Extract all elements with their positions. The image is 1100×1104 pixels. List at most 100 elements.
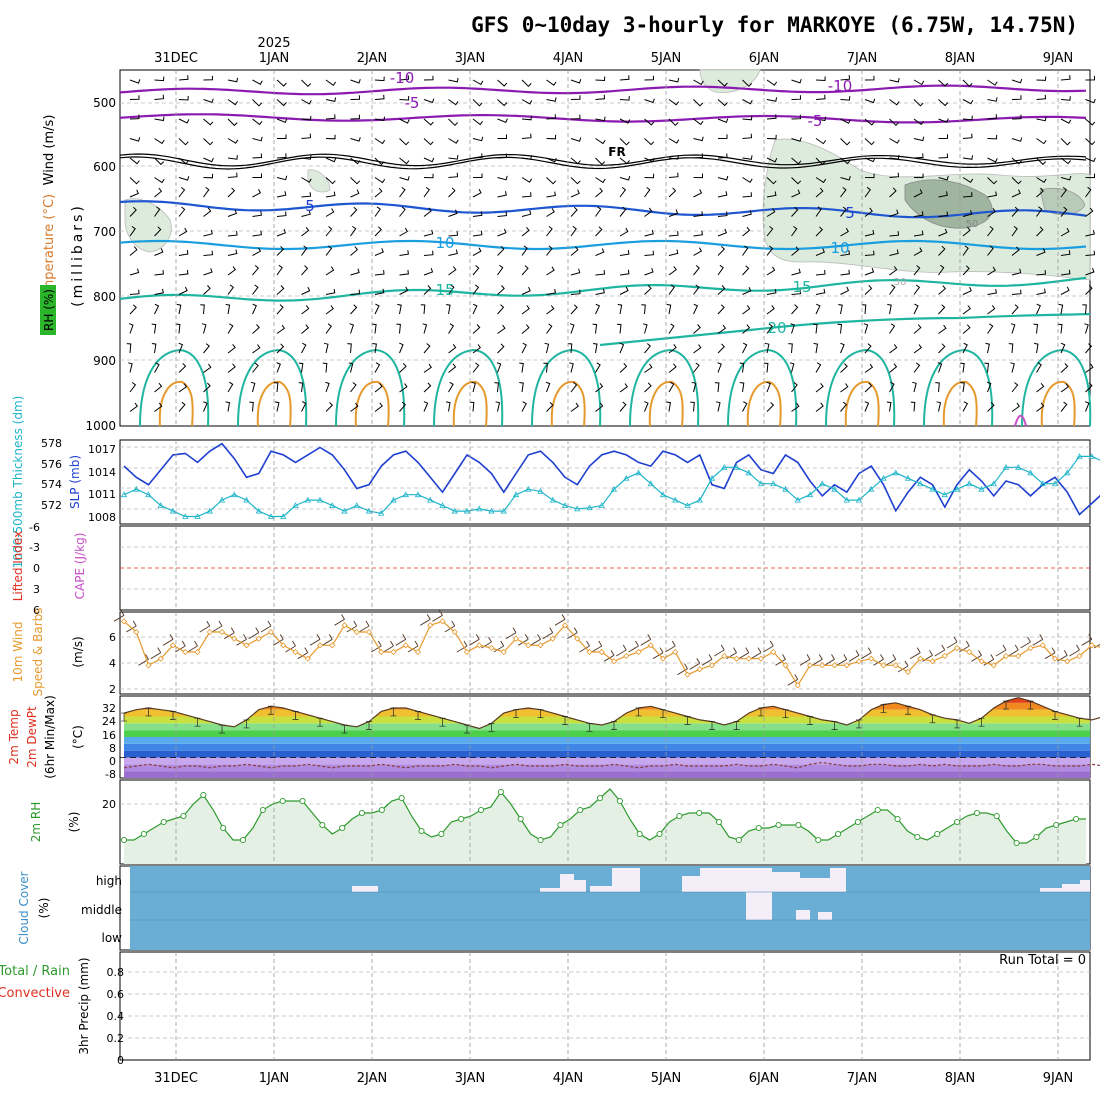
upper-wind-barb bbox=[1036, 116, 1047, 122]
date-labels: 31DEC 31DEC 1JAN 1JAN 2JAN 2JAN 3JAN 3JAN 4JAN 4J… bbox=[154, 51, 1073, 1086]
upper-wind-barb bbox=[668, 118, 679, 127]
upper-wind-barb bbox=[1085, 98, 1096, 104]
temp-minmax-bar bbox=[1003, 700, 1009, 710]
wind10m-barb bbox=[505, 627, 517, 640]
upper-wind-barb bbox=[567, 343, 573, 354]
upper-wind-barb bbox=[301, 99, 312, 105]
thickness-point bbox=[770, 480, 777, 487]
upper-wind-barb bbox=[864, 343, 872, 354]
wind10m-speed-point bbox=[316, 642, 324, 649]
upper-wind-barb bbox=[349, 323, 355, 334]
upper-wind-barb bbox=[546, 157, 557, 163]
temp-band bbox=[124, 750, 1090, 758]
upper-wind-barb bbox=[987, 289, 997, 295]
contour-freezing-a bbox=[119, 153, 1087, 167]
upper-wind-barb bbox=[717, 99, 728, 107]
wind10m-barb bbox=[713, 644, 725, 657]
contour-temp-35 bbox=[1014, 414, 1027, 427]
upper-wind-barb bbox=[154, 269, 164, 276]
upper-wind-barb bbox=[521, 401, 527, 412]
upper-wind-barb bbox=[595, 116, 606, 122]
wind10m-barb bbox=[1044, 647, 1056, 660]
thickness-point bbox=[1051, 480, 1059, 487]
panel-slp-thickness bbox=[119, 439, 1091, 525]
upper-wind-barb bbox=[448, 249, 458, 256]
rh-point bbox=[239, 836, 247, 844]
wind10m-speed-point bbox=[120, 618, 128, 625]
wind10m-barb bbox=[1081, 634, 1093, 646]
wind-tick-2: 2 bbox=[109, 683, 116, 696]
slp-tick-1011: 1011 bbox=[88, 488, 116, 501]
wind10m-speed-point bbox=[1051, 655, 1059, 662]
upper-wind-barb bbox=[619, 206, 627, 217]
upper-wind-barb bbox=[938, 245, 946, 256]
date-label-bottom: 2JAN bbox=[357, 1071, 388, 1086]
slp-layer bbox=[120, 442, 1100, 519]
wind10m-speed-point bbox=[880, 662, 887, 669]
upper-wind-barb bbox=[619, 118, 631, 124]
rh2m-layer bbox=[120, 788, 1090, 864]
upper-wind-barb bbox=[399, 363, 407, 373]
temp-minmax-bar bbox=[390, 707, 397, 717]
wind10m-speed-point bbox=[855, 658, 863, 665]
thickness-point bbox=[512, 491, 520, 498]
upper-wind-barb bbox=[178, 227, 188, 237]
rh-point bbox=[339, 824, 346, 832]
upper-wind-barb bbox=[154, 288, 164, 295]
thickness-point bbox=[120, 491, 128, 498]
upper-wind-barb bbox=[913, 99, 924, 107]
upper-wind-barb bbox=[764, 342, 770, 354]
upper-wind-barb bbox=[693, 211, 703, 217]
cloud-clear-gap bbox=[772, 872, 800, 892]
upper-wind-barb bbox=[203, 207, 212, 217]
upper-wind-barb bbox=[399, 286, 409, 295]
wind10m-barb bbox=[775, 654, 786, 666]
temp2m-axis-labels: 2m Temp 2m DewPt (6hr Min/Max) (°C) 32 2… bbox=[7, 695, 116, 781]
upper-wind-barb bbox=[1036, 177, 1047, 183]
contour-temp-25-lobe bbox=[923, 348, 994, 427]
upper-wind-barb bbox=[399, 383, 408, 393]
rh-point bbox=[557, 821, 564, 829]
upper-wind-barb bbox=[1036, 206, 1043, 217]
wind10m-barb bbox=[334, 614, 345, 626]
temp-band bbox=[124, 737, 1090, 744]
contour-temp-minus10 bbox=[119, 84, 1087, 96]
upper-wind-barb bbox=[840, 342, 845, 354]
wind10m-speed-point bbox=[929, 658, 936, 665]
wind10m-speed-point bbox=[561, 622, 569, 629]
rh-point bbox=[299, 797, 306, 805]
temp-minmax-bar bbox=[880, 704, 887, 713]
upper-wind-barb bbox=[472, 153, 483, 159]
upper-wind-barb bbox=[1036, 248, 1046, 256]
wind-tick-6: 6 bbox=[109, 631, 116, 644]
upper-wind-barb bbox=[668, 155, 679, 160]
upper-wind-barb bbox=[448, 99, 459, 106]
upper-wind-barb bbox=[717, 175, 729, 181]
upper-wind-barb bbox=[595, 177, 606, 184]
upper-wind-barb bbox=[129, 225, 136, 237]
date-label-top: 5JAN bbox=[651, 51, 682, 66]
upper-wind-barb bbox=[374, 226, 382, 237]
upper-wind-barb bbox=[570, 95, 581, 100]
wind10m-barb bbox=[162, 634, 174, 646]
date-label-top: 1JAN bbox=[259, 51, 290, 66]
upper-wind-barb bbox=[717, 245, 726, 256]
upper-wind-barb bbox=[595, 402, 604, 412]
upper-wind-barb bbox=[374, 382, 383, 393]
upper-wind-barb bbox=[1011, 268, 1022, 276]
temp-minmax-bar bbox=[488, 722, 495, 732]
upper-wind-barb bbox=[399, 138, 410, 146]
upper-wind-barb bbox=[203, 118, 214, 126]
upper-wind-barb bbox=[619, 269, 630, 276]
thickness-point bbox=[978, 485, 985, 492]
upper-wind-barb bbox=[985, 342, 990, 354]
wind10m-speed-point bbox=[966, 648, 973, 656]
upper-wind-barb bbox=[350, 95, 361, 100]
upper-wind-barb bbox=[619, 176, 631, 181]
upper-wind-barb bbox=[570, 114, 581, 120]
wind10m-speed-point bbox=[500, 648, 507, 656]
upper-wind-barb bbox=[129, 95, 140, 100]
precip-axis-labels: 3hr Precip (mm) Total / Rain Convective … bbox=[0, 953, 1086, 1067]
temp-minmax-bar bbox=[856, 719, 862, 729]
precip-tick-0: 0 bbox=[117, 1054, 124, 1067]
